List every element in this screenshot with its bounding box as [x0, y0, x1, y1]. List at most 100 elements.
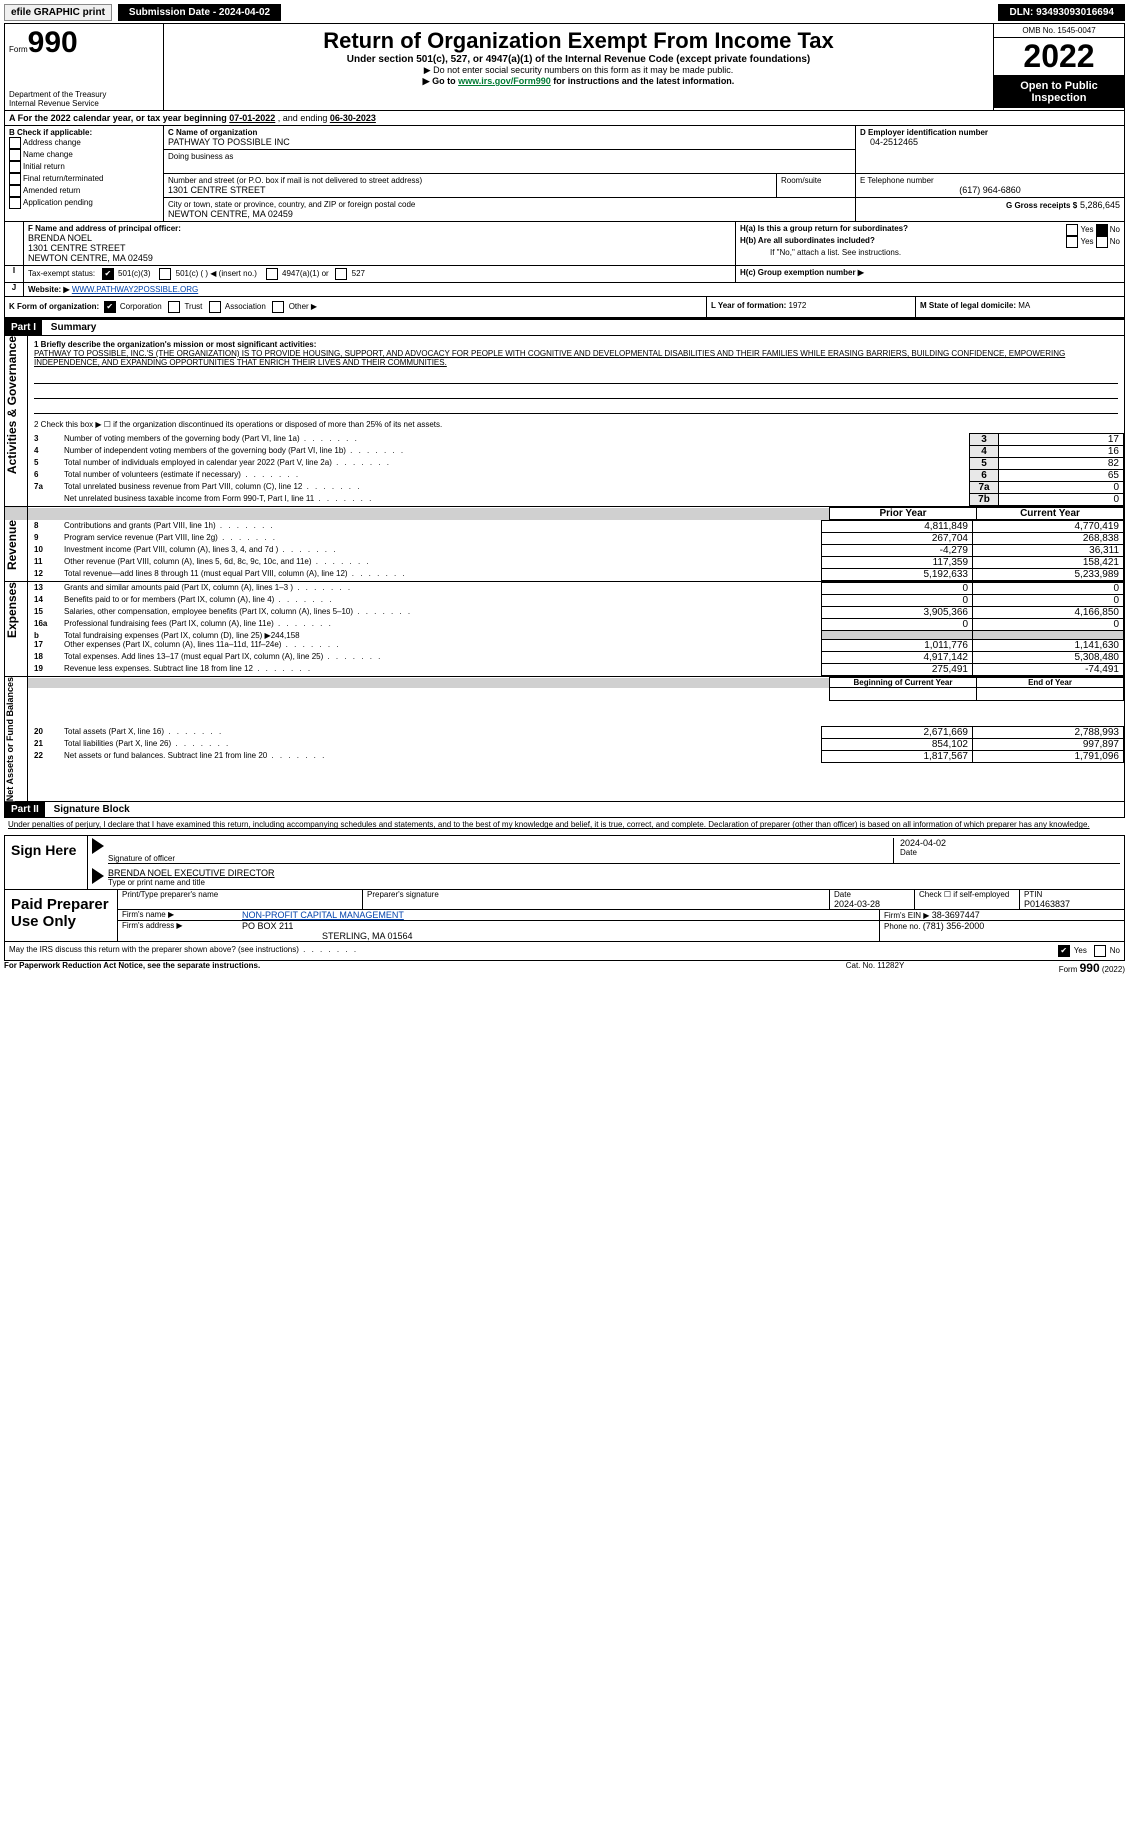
line-value: 82: [999, 458, 1124, 470]
prior-year-value: 267,704: [822, 533, 973, 545]
line-num: 6: [28, 470, 64, 482]
paid-preparer-block: Paid Preparer Use Only Print/Type prepar…: [4, 890, 1125, 942]
prior-year-value: 117,359: [822, 557, 973, 569]
city-label: City or town, state or province, country…: [168, 200, 851, 209]
line-text: Other expenses (Part IX, column (A), lin…: [64, 640, 822, 652]
line-text: Total fundraising expenses (Part IX, col…: [64, 631, 822, 640]
officer-print-name: BRENDA NOEL EXECUTIVE DIRECTOR: [108, 868, 1120, 878]
firm-addr-label: Firm's address ▶: [118, 921, 242, 941]
prior-year-value: 0: [822, 583, 973, 595]
discuss-yes-checkbox[interactable]: ✔: [1058, 945, 1070, 957]
ha-no-checkbox[interactable]: ✔: [1096, 224, 1108, 236]
dept-treasury: Department of the Treasury: [9, 90, 159, 99]
line-num: 15: [28, 607, 64, 619]
prior-year-value: 854,102: [822, 739, 973, 751]
prior-year-value: [822, 631, 973, 640]
line-text: Total assets (Part X, line 16): [64, 727, 822, 739]
goto-note: ▶ Go to www.irs.gov/Form990 for instruct…: [168, 76, 989, 87]
irs-discuss-q: May the IRS discuss this return with the…: [9, 945, 299, 954]
current-year-value: 1,791,096: [973, 751, 1124, 763]
part2: Part II Signature Block: [4, 802, 1125, 818]
prior-year-value: 1,817,567: [822, 751, 973, 763]
current-year-value: 0: [973, 583, 1124, 595]
section-g-label: G Gross receipts $: [1006, 201, 1077, 210]
current-year-value: 1,141,630: [973, 640, 1124, 652]
page-footer: For Paperwork Reduction Act Notice, see …: [4, 961, 1125, 975]
year-formation: 1972: [789, 301, 807, 310]
officer-street: 1301 CENTRE STREET: [28, 243, 731, 253]
city: NEWTON CENTRE, MA 02459: [168, 209, 851, 219]
firm-name-link[interactable]: NON-PROFIT CAPITAL MANAGEMENT: [242, 910, 880, 920]
line1-label: 1 Briefly describe the organization's mi…: [34, 340, 1118, 349]
hdr-boy: Beginning of Current Year: [830, 678, 977, 688]
line-value: 17: [999, 434, 1124, 446]
gross-receipts: 5,286,645: [1080, 200, 1120, 210]
section-k-label: K Form of organization:: [9, 302, 99, 311]
submission-date-button[interactable]: Submission Date - 2024-04-02: [118, 4, 281, 21]
sign-here-label: Sign Here: [5, 836, 88, 890]
line-text: Professional fundraising fees (Part IX, …: [64, 619, 822, 631]
pp-hdr-ptin: PTIN: [1024, 890, 1042, 899]
irs-discuss: May the IRS discuss this return with the…: [4, 942, 1125, 961]
section-e-label: E Telephone number: [860, 176, 1120, 185]
current-year-value: 5,233,989: [973, 569, 1124, 581]
expenses-table: 13 Grants and similar amounts paid (Part…: [28, 582, 1124, 676]
line-a: A For the 2022 calendar year, or tax yea…: [4, 111, 1125, 125]
line-text: Benefits paid to or for members (Part IX…: [64, 595, 822, 607]
form-number: Form990: [9, 26, 159, 60]
hdr-curr: Current Year: [977, 508, 1124, 520]
form-header: Form990 Department of the Treasury Inter…: [4, 23, 1125, 111]
website-link[interactable]: WWW.PATHWAY2POSSIBLE.ORG: [72, 285, 198, 294]
pp-date: 2024-03-28: [834, 899, 880, 909]
phone: (617) 964-6860: [860, 185, 1120, 195]
penalties-text: Under penalties of perjury, I declare th…: [4, 818, 1125, 831]
firm-name-label: Firm's name ▶: [118, 910, 242, 920]
line-text: Program service revenue (Part VIII, line…: [64, 533, 822, 545]
current-year-value: 5,308,480: [973, 652, 1124, 664]
line-box: 6: [970, 470, 999, 482]
room-label: Room/suite: [781, 176, 851, 185]
line-num: 18: [28, 652, 64, 664]
current-year-value: [973, 631, 1124, 640]
firm-addr1: PO BOX 211: [242, 921, 293, 931]
501c3-checkbox[interactable]: ✔: [102, 268, 114, 280]
pp-hdr-selfemp: Check ☐ if self-employed: [915, 890, 1020, 909]
line-value: 16: [999, 446, 1124, 458]
line-text: Total number of individuals employed in …: [64, 458, 970, 470]
line-text: Total revenue—add lines 8 through 11 (mu…: [64, 569, 822, 581]
pra-notice: For Paperwork Reduction Act Notice, see …: [4, 961, 775, 975]
line-num: 9: [28, 533, 64, 545]
line-num: 17: [28, 640, 64, 652]
line-text: Grants and similar amounts paid (Part IX…: [64, 583, 822, 595]
prior-year-value: 4,917,142: [822, 652, 973, 664]
corp-checkbox[interactable]: ✔: [104, 301, 116, 313]
irs-link[interactable]: www.irs.gov/Form990: [458, 76, 551, 86]
line-num: 5: [28, 458, 64, 470]
pp-hdr-date: Date: [834, 890, 851, 899]
line-value: 0: [999, 482, 1124, 494]
line-box: 3: [970, 434, 999, 446]
line-num: b: [28, 631, 64, 640]
efile-button[interactable]: efile GRAPHIC print: [4, 4, 112, 21]
section-b: B Check if applicable: Address change Na…: [5, 126, 164, 222]
line-text: Salaries, other compensation, employee b…: [64, 607, 822, 619]
pp-ptin: P01463837: [1024, 899, 1070, 909]
dln-button[interactable]: DLN: 93493093016694: [998, 4, 1125, 21]
hdr-eoy: End of Year: [977, 678, 1124, 688]
sig-officer-label: Signature of officer: [108, 854, 893, 863]
ssn-note: ▶ Do not enter social security numbers o…: [168, 65, 989, 76]
line-text: Total liabilities (Part X, line 26): [64, 739, 822, 751]
dba-label: Doing business as: [168, 152, 851, 161]
line-num: 7a: [28, 482, 64, 494]
prior-year-value: 2,671,669: [822, 727, 973, 739]
mission-text: PATHWAY TO POSSIBLE, INC.'S (THE ORGANIZ…: [34, 349, 1118, 367]
line-num: [28, 494, 64, 506]
line-text: Net unrelated business taxable income fr…: [64, 494, 970, 506]
section-f-label: F Name and address of principal officer:: [28, 224, 731, 233]
domicile: MA: [1018, 301, 1030, 310]
pp-hdr-sig: Preparer's signature: [363, 890, 830, 909]
current-year-value: 4,166,850: [973, 607, 1124, 619]
line-text: Other revenue (Part VIII, column (A), li…: [64, 557, 822, 569]
current-year-value: 4,770,419: [973, 521, 1124, 533]
line-num: 21: [28, 739, 64, 751]
